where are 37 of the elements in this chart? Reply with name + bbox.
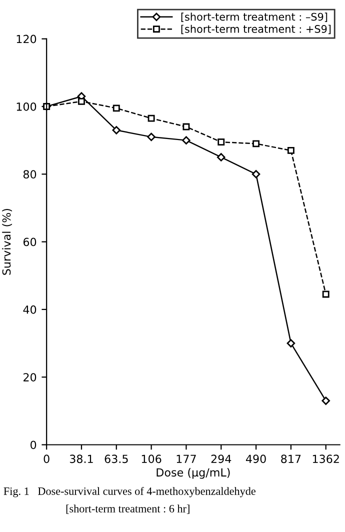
x-tick-label: 177 [176,454,196,463]
legend-label: [short-term treatment : –S9] [181,12,328,22]
x-tick-label: 294 [211,454,232,464]
text: [short-term treatment : 6 hr] [66,504,190,514]
point [286,339,296,348]
point [218,138,225,146]
x-tick-label: 38.1 [70,454,93,464]
point [112,126,121,134]
point [182,136,190,144]
y-axis-title: Survival (%) [2,208,12,275]
x-tick-label: 0 [44,454,50,464]
point [182,123,190,130]
point [287,146,294,154]
y-tick-label: 60 [23,238,36,246]
y-tick-label: 20 [24,373,36,382]
x-tick-label: 490 [246,454,266,464]
x-tick-label: 817 [281,454,301,464]
y-tick-label: 100 [16,102,36,111]
point [147,132,156,142]
legend-label: [short-term treatment : +S9] [181,24,331,34]
x-tick-label: 63.5 [104,454,128,464]
point [322,396,330,405]
y-tick-label: 0 [30,440,36,450]
x-tick-label: 106 [142,454,162,464]
point [252,170,260,178]
y-tick-label: 120 [16,34,36,44]
point [322,290,330,298]
caption: Fig. 1 Dose-survival curves of 4-methoxybenzaldehyde [4,486,256,498]
point [148,114,155,122]
point [216,153,226,162]
point [252,140,260,148]
point [78,98,85,105]
x-axis-title: Dose (μg/mL) [156,468,230,479]
x-tick-label: 1362 [312,454,339,464]
point [112,104,120,112]
y-tick-label: 80 [23,170,36,179]
y-tick-label: 40 [23,305,36,314]
